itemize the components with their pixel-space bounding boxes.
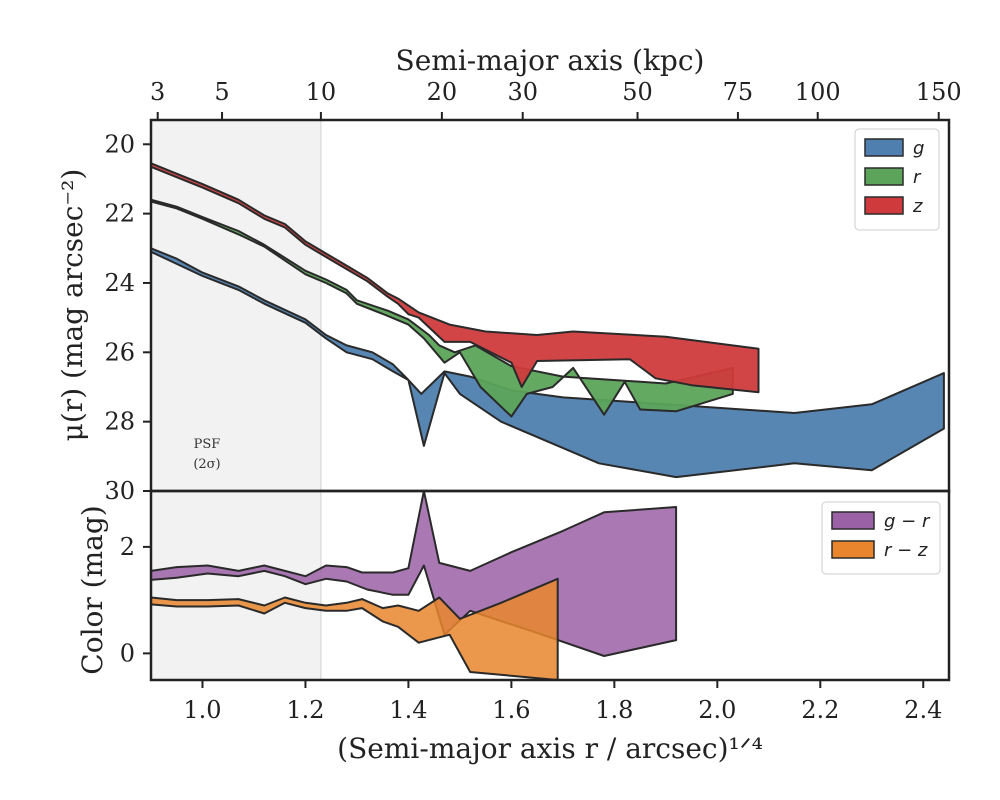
top-tick-label: 10 (306, 78, 337, 106)
top-tick-label: 50 (622, 78, 653, 106)
bottom-panel-frame (149, 489, 951, 682)
legend-swatch (831, 540, 875, 559)
top-y-axis-title: μ(r) (mag arcsec⁻²) (56, 169, 89, 442)
series-band-z (150, 162, 760, 394)
legend-swatch (864, 138, 904, 157)
top-tick-label: 100 (795, 78, 841, 106)
top-tick-label: 75 (723, 78, 754, 106)
x-axis-title: (Semi-major axis r / arcsec)¹ᐟ⁴ (337, 732, 763, 765)
series-band-r (150, 198, 734, 418)
psf-label-line2: (2σ) (193, 457, 220, 472)
legend-swatch (864, 167, 904, 186)
top-tick-label: 20 (427, 78, 458, 106)
legend-swatch (831, 511, 875, 530)
bottom-y-axis-title: Color (mag) (76, 505, 109, 674)
color-series (150, 490, 678, 681)
legend-color: g − r r − z (821, 501, 941, 575)
y-tick-label: 0 (120, 639, 135, 667)
x-tick-label: 1.8 (595, 696, 633, 724)
legend-swatch (864, 196, 904, 215)
top-tick-label: 3 (150, 78, 165, 106)
series-band-g (150, 247, 945, 479)
legend-surface-brightness: grz (854, 128, 940, 231)
y-tick-label: 30 (104, 477, 135, 505)
x-tick-label: 1.4 (389, 696, 427, 724)
x-tick-label: 1.6 (492, 696, 530, 724)
surface-brightness-series (150, 162, 945, 479)
psf-label-line1: PSF (194, 437, 221, 452)
x-tick-label: 1.2 (286, 696, 324, 724)
y-tick-label: 22 (104, 200, 135, 228)
y-tick-label: 26 (104, 338, 135, 366)
y-tick-label: 20 (104, 130, 135, 158)
top-tick-label: 150 (916, 78, 962, 106)
y-tick-label: 28 (104, 408, 135, 436)
series-band-rz (150, 577, 559, 681)
x-tick-label: 2.0 (698, 696, 736, 724)
y-tick-label: 2 (120, 533, 135, 561)
x-tick-label: 2.4 (904, 696, 942, 724)
psf-shaded-region-bottom (151, 491, 321, 680)
x-tick-label: 1.0 (183, 696, 221, 724)
legend-label: g − r (884, 511, 931, 532)
axis-ticks: 1.0 1.2 1.4 1.6 1.8 2.0 2.2 2.43 5 10 20 30 50 75 100 1… (104, 78, 961, 724)
y-tick-label: 24 (104, 269, 135, 297)
legend-label: g (913, 138, 924, 159)
top-tick-label: 5 (214, 78, 229, 106)
x-tick-label: 2.2 (801, 696, 839, 724)
top-tick-label: 30 (507, 78, 538, 106)
legend-label: r − z (884, 540, 928, 561)
legend-label: r (913, 167, 922, 188)
psf-shaded-region-top (151, 120, 321, 491)
legend-label: z (912, 196, 923, 217)
top-axis-title: Semi-major axis (kpc) (396, 44, 705, 77)
